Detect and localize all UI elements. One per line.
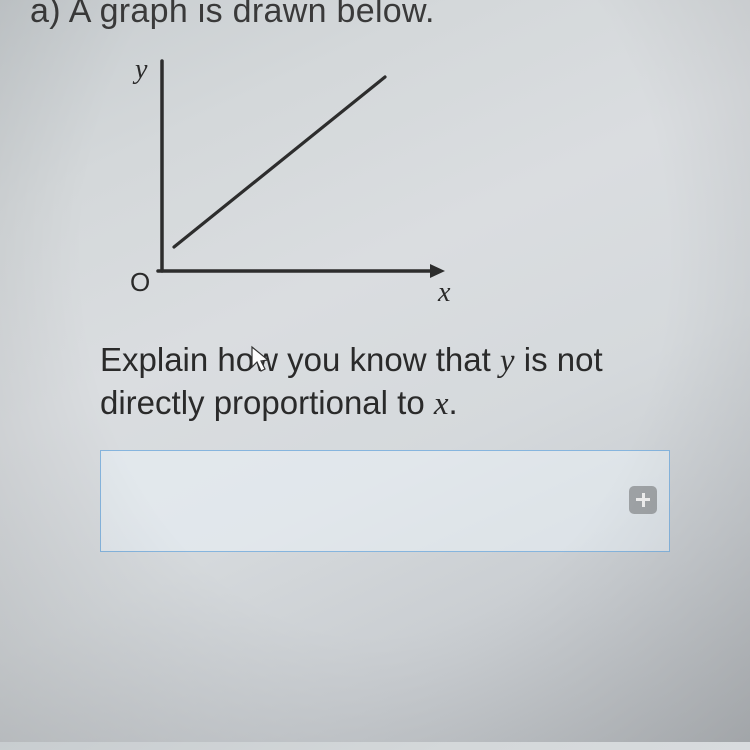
y-axis-label: y	[135, 54, 147, 86]
question-content: a) A graph is drawn below. y O x Explain…	[0, 0, 750, 572]
x-axis-arrow-icon	[430, 264, 445, 278]
question-header: a) A graph is drawn below.	[30, 0, 720, 31]
question-prefix: a)	[30, 0, 61, 30]
instruction-text: Explain how you know that y is not direc…	[100, 339, 660, 426]
var-x: x	[434, 386, 449, 422]
data-line	[174, 77, 385, 247]
instruction-part1: Explain ho	[100, 341, 254, 378]
graph-area: y O x	[130, 59, 460, 309]
graph-svg	[130, 59, 460, 309]
x-axis-label: x	[438, 277, 450, 309]
origin-label: O	[130, 267, 150, 298]
cursor-wrap: w	[254, 339, 278, 380]
expand-plus-icon[interactable]	[629, 486, 657, 514]
cursor-icon	[250, 345, 272, 375]
answer-input[interactable]	[100, 450, 670, 552]
instruction-part2: you know that	[278, 341, 500, 378]
instruction-part4: .	[449, 384, 458, 421]
question-text: A graph is drawn below.	[69, 0, 435, 30]
var-y: y	[500, 343, 515, 379]
